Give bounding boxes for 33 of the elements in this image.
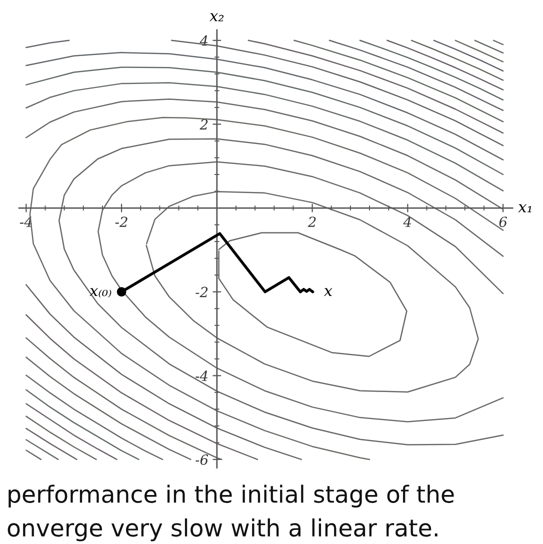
line-series [26, 416, 97, 460]
y-tick-label: -6 [196, 454, 208, 465]
text: onverge very slow with a linear rate. [8, 518, 438, 542]
y-tick-label: -2 [196, 286, 208, 298]
line-series [146, 191, 479, 393]
line-series [26, 98, 504, 210]
line-series [26, 82, 504, 192]
line-series [433, 40, 504, 72]
line-series [248, 40, 504, 134]
line-series [26, 389, 140, 460]
line-series [26, 66, 504, 176]
line-series [294, 40, 504, 122]
line-series [359, 40, 504, 101]
x-tick-label: -2 [115, 216, 128, 227]
line-series [26, 403, 118, 460]
y-tick-label: -4 [196, 370, 208, 381]
x-tick-label: 6 [499, 216, 508, 228]
x-tick-label: 2 [308, 216, 316, 227]
line-series [218, 232, 408, 357]
annotation: x₍₀₎ [90, 288, 112, 298]
line-series [26, 374, 164, 460]
x-axis-title: x₁ [518, 204, 532, 212]
text: performance in the initial stage of the [8, 484, 454, 508]
line-series [386, 40, 504, 90]
line-series [26, 52, 504, 160]
y-axis-title: x₂ [210, 13, 224, 22]
y-tick-label: 2 [200, 119, 208, 130]
x-tick-label: 4 [403, 216, 412, 227]
y-tick-label: 4 [200, 35, 208, 46]
line-series [26, 356, 192, 460]
line-series [410, 40, 504, 81]
annotation: x [324, 288, 332, 296]
line-series [328, 40, 504, 112]
